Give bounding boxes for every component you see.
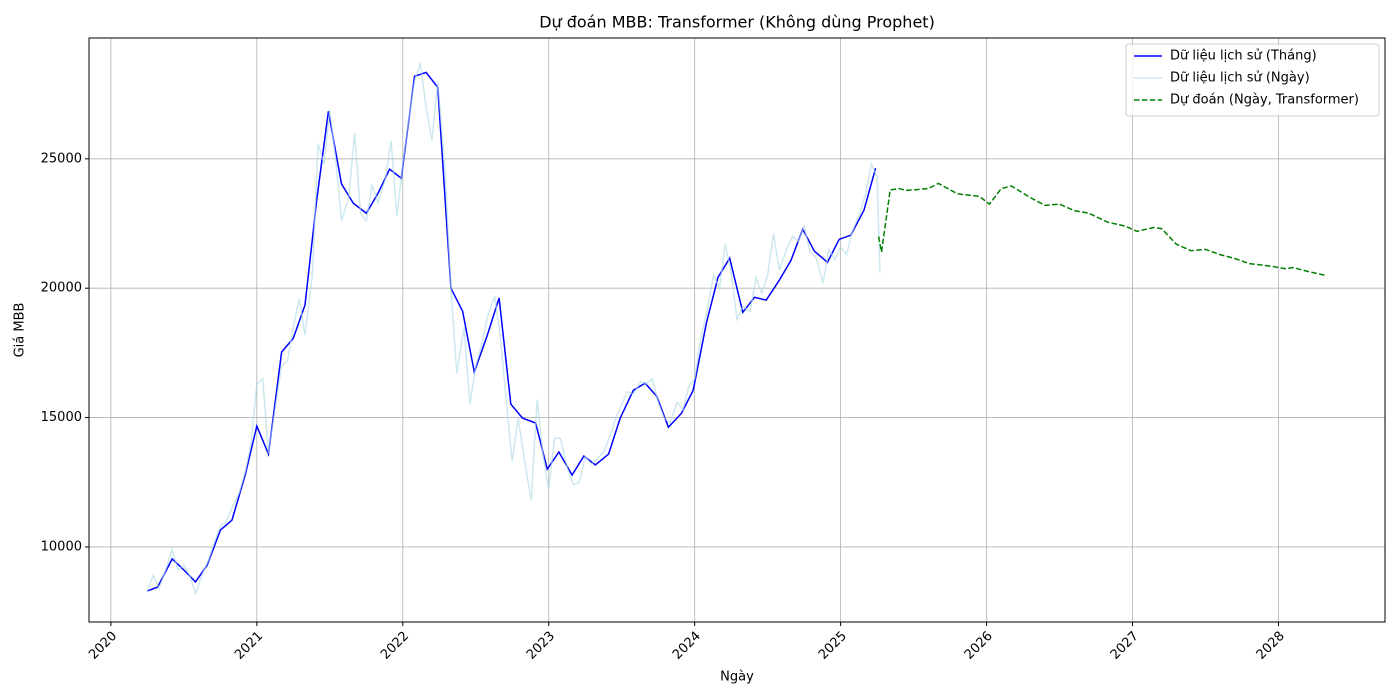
x-tick-label: 2022	[378, 629, 412, 663]
series-line	[877, 182, 1326, 277]
x-tick-label: 2023	[524, 629, 558, 663]
x-tick-label: 2021	[232, 629, 266, 663]
series-line	[146, 62, 881, 596]
y-tick-label: 25000	[41, 151, 82, 166]
x-tick-label: 2026	[962, 629, 996, 663]
x-tick-label: 2025	[816, 629, 850, 663]
y-tick-label: 10000	[41, 539, 82, 554]
plot-frame	[88, 37, 1386, 623]
legend-label: Dữ liệu lịch sử (Ngày)	[1170, 71, 1310, 86]
legend: Dữ liệu lịch sử (Tháng) Dữ liệu lịch sử (…	[1125, 43, 1380, 117]
y-tick-label: 15000	[41, 410, 82, 425]
legend-label: Dữ liệu lịch sử (Tháng)	[1170, 49, 1317, 64]
x-axis-label: Ngày	[720, 670, 754, 685]
legend-label: Dự đoán (Ngày, Transformer)	[1170, 93, 1359, 108]
y-tick-label: 20000	[41, 281, 82, 296]
x-tick-label: 2028	[1254, 629, 1288, 663]
x-tick-label: 2027	[1108, 629, 1142, 663]
x-tick-label: 2020	[86, 629, 120, 663]
x-tick-label: 2024	[670, 629, 704, 663]
series-line	[147, 71, 877, 592]
chart-title: Dự đoán MBB: Transformer (Không dùng Pro…	[539, 13, 935, 32]
legend-box	[1125, 43, 1380, 117]
y-axis-label: Giá MBB	[13, 303, 28, 358]
